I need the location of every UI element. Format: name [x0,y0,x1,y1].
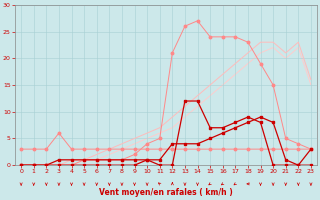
X-axis label: Vent moyen/en rafales ( km/h ): Vent moyen/en rafales ( km/h ) [99,188,233,197]
